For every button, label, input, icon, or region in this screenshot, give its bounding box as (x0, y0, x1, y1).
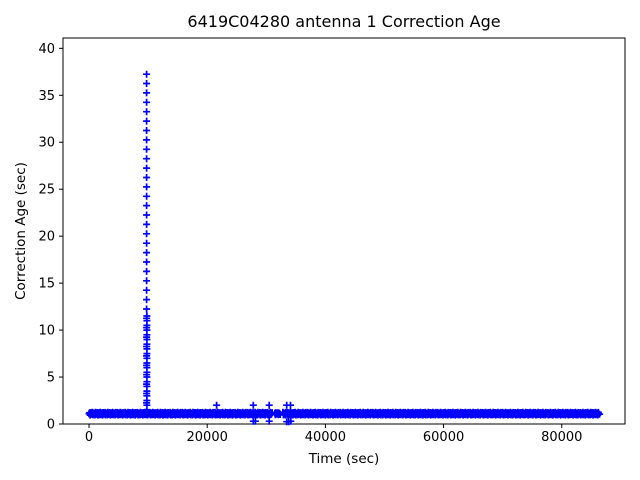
x-tick-label: 0 (85, 430, 93, 445)
x-tick-label: 80000 (541, 430, 582, 445)
y-tick-label: 25 (38, 183, 55, 198)
x-tick-label: 60000 (423, 430, 464, 445)
y-tick-label: 40 (38, 42, 55, 57)
y-tick-label: 0 (47, 418, 55, 433)
axes-frame (62, 37, 626, 425)
scatter-plus-markers (85, 70, 604, 426)
y-tick-label: 20 (38, 230, 55, 245)
y-tick-label: 35 (38, 89, 55, 104)
y-tick-label: 15 (38, 277, 55, 292)
y-tick-label: 5 (47, 371, 55, 386)
y-tick-label: 10 (38, 324, 55, 339)
y-axis-label: Correction Age (sec) (13, 162, 29, 300)
y-tick-label: 30 (38, 136, 55, 151)
chart-title: 6419C04280 antenna 1 Correction Age (187, 12, 501, 31)
x-tick-label: 20000 (187, 430, 228, 445)
x-axis-label: Time (sec) (308, 451, 380, 467)
x-tick-label: 40000 (305, 430, 346, 445)
